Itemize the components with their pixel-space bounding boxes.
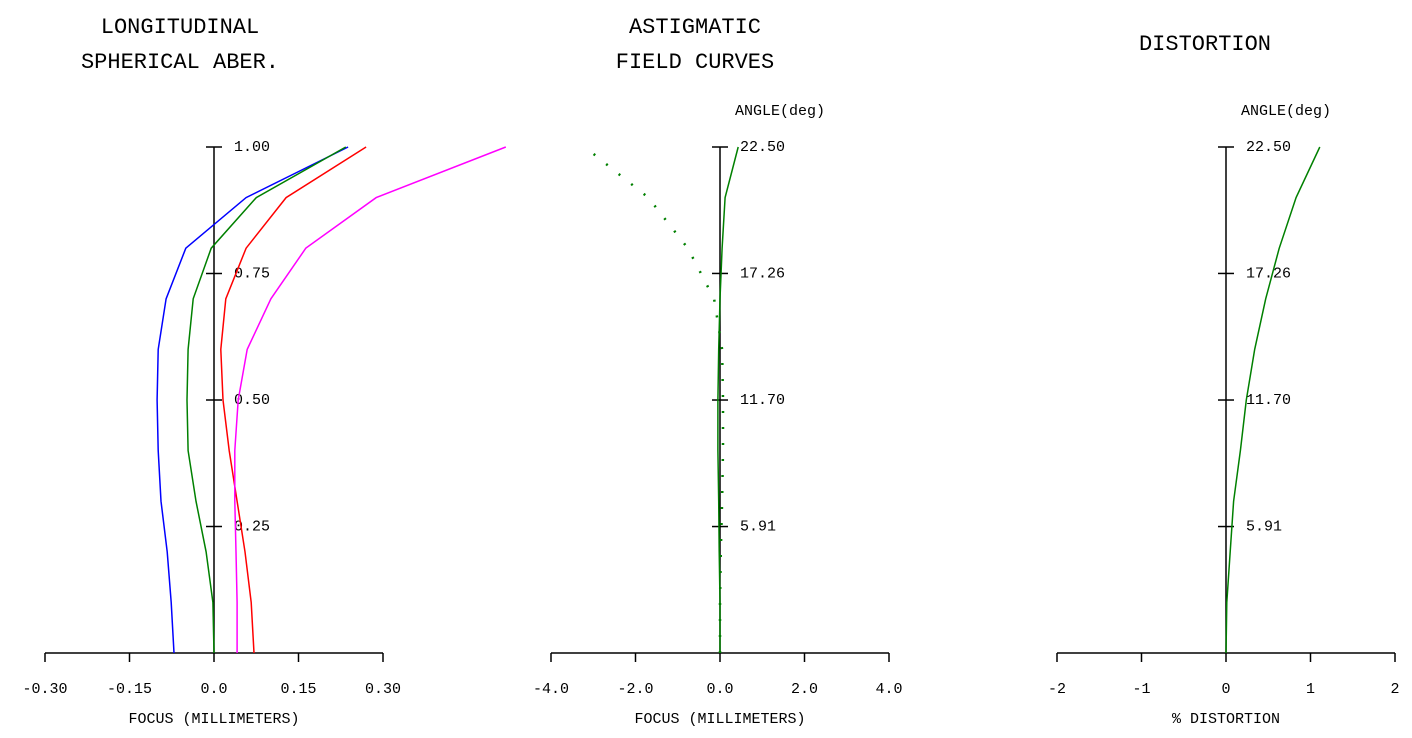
y-tick-label: 17.26 (1246, 265, 1291, 282)
curve (584, 146, 725, 653)
x-tick-label: 0.15 (280, 681, 316, 698)
x-tick-label: -0.15 (107, 681, 152, 698)
y-tick-label: 1.00 (234, 139, 270, 156)
y-tick-label: 22.50 (740, 139, 785, 156)
x-tick-label: -2 (1048, 681, 1066, 698)
chart-title: ASTIGMATIC (629, 15, 761, 40)
chart-title: SPHERICAL ABER. (81, 50, 279, 75)
x-tick-label: -2.0 (617, 681, 653, 698)
x-tick-label: 2.0 (791, 681, 818, 698)
x-tick-label: -0.30 (22, 681, 67, 698)
x-tick-label: 0.0 (706, 681, 733, 698)
curve (156, 146, 349, 654)
x-axis-label: FOCUS (MILLIMETERS) (128, 711, 299, 728)
x-tick-label: 0 (1221, 681, 1230, 698)
x-tick-label: 2 (1390, 681, 1399, 698)
y-tick-label: 5.91 (740, 519, 776, 536)
y-axis-label: ANGLE(deg) (735, 103, 825, 120)
y-tick-label: 0.25 (234, 518, 270, 535)
y-tick-label: 17.26 (740, 265, 785, 282)
x-tick-label: 0.30 (365, 681, 401, 698)
curve (717, 146, 739, 653)
x-tick-label: 0.0 (200, 681, 227, 698)
curve (1225, 146, 1321, 654)
y-tick-label: 0.50 (234, 392, 270, 409)
chart-title: LONGITUDINAL (101, 15, 259, 40)
y-axis-label: ANGLE(deg) (1241, 103, 1331, 120)
curve (220, 146, 367, 654)
y-tick-label: 0.75 (234, 265, 270, 282)
curve (234, 146, 507, 653)
y-tick-label: 11.70 (1246, 392, 1291, 409)
y-tick-label: 5.91 (1246, 519, 1282, 536)
y-tick-label: 11.70 (740, 392, 785, 409)
chart-title: FIELD CURVES (616, 50, 774, 75)
x-tick-label: 4.0 (875, 681, 902, 698)
x-tick-label: -4.0 (533, 681, 569, 698)
curve (186, 146, 347, 654)
x-tick-label: 1 (1306, 681, 1315, 698)
x-axis-label: % DISTORTION (1172, 711, 1280, 728)
x-tick-label: -1 (1132, 681, 1150, 698)
x-axis-label: FOCUS (MILLIMETERS) (634, 711, 805, 728)
chart-title: DISTORTION (1139, 32, 1271, 57)
y-tick-label: 22.50 (1246, 139, 1291, 156)
